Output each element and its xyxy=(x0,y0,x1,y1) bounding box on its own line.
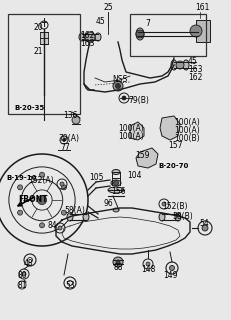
Text: 163: 163 xyxy=(188,66,203,75)
Circle shape xyxy=(61,210,66,215)
Text: 96: 96 xyxy=(103,199,113,209)
Text: 149: 149 xyxy=(163,270,177,279)
Text: 100(A): 100(A) xyxy=(174,125,200,134)
Ellipse shape xyxy=(136,28,144,40)
Polygon shape xyxy=(160,116,180,140)
Text: 80: 80 xyxy=(17,271,27,281)
Circle shape xyxy=(60,182,64,186)
Circle shape xyxy=(18,185,23,190)
Text: 45: 45 xyxy=(95,18,105,27)
Circle shape xyxy=(113,257,123,267)
Circle shape xyxy=(136,30,144,38)
Ellipse shape xyxy=(111,180,121,186)
Polygon shape xyxy=(136,148,158,168)
Circle shape xyxy=(22,272,26,276)
Text: 25: 25 xyxy=(103,4,113,12)
Text: 152(B): 152(B) xyxy=(162,202,188,211)
Circle shape xyxy=(113,180,119,186)
Text: 21: 21 xyxy=(33,47,43,57)
Text: NSS: NSS xyxy=(112,76,127,84)
Text: 157: 157 xyxy=(168,141,182,150)
Text: 148: 148 xyxy=(141,266,155,275)
Text: 100(A): 100(A) xyxy=(118,124,144,132)
Text: 162: 162 xyxy=(80,31,94,41)
Text: 100(A): 100(A) xyxy=(174,117,200,126)
Text: 156: 156 xyxy=(111,188,125,196)
Text: 162: 162 xyxy=(188,74,202,83)
Text: 79(B): 79(B) xyxy=(128,95,149,105)
Circle shape xyxy=(176,61,184,69)
Text: 84: 84 xyxy=(47,221,57,230)
Ellipse shape xyxy=(113,208,119,212)
Ellipse shape xyxy=(79,33,85,41)
Circle shape xyxy=(61,185,66,190)
Text: 104: 104 xyxy=(127,172,141,180)
Circle shape xyxy=(85,32,95,42)
Bar xyxy=(196,20,210,42)
Text: 163: 163 xyxy=(80,39,94,49)
Ellipse shape xyxy=(95,33,101,41)
Ellipse shape xyxy=(175,213,181,221)
Text: 100(B): 100(B) xyxy=(174,133,200,142)
Circle shape xyxy=(162,202,166,206)
Text: B-20-70: B-20-70 xyxy=(158,163,188,169)
Text: 54: 54 xyxy=(199,220,209,228)
Text: 58(B): 58(B) xyxy=(172,212,193,220)
Circle shape xyxy=(170,266,174,270)
Circle shape xyxy=(190,25,202,37)
Circle shape xyxy=(113,81,123,91)
Text: 58(A): 58(A) xyxy=(64,205,85,214)
Circle shape xyxy=(168,132,172,136)
Text: 152(A): 152(A) xyxy=(28,175,54,185)
Text: 77: 77 xyxy=(60,143,70,153)
Ellipse shape xyxy=(112,170,120,174)
Text: 20: 20 xyxy=(33,23,43,33)
Circle shape xyxy=(122,96,126,100)
Circle shape xyxy=(58,226,62,230)
Circle shape xyxy=(116,260,120,264)
Circle shape xyxy=(116,84,121,89)
Ellipse shape xyxy=(83,213,89,221)
Text: B-20-35: B-20-35 xyxy=(14,105,44,111)
Circle shape xyxy=(168,126,172,130)
Text: 81: 81 xyxy=(17,282,27,291)
Ellipse shape xyxy=(108,187,124,193)
Text: 100(A): 100(A) xyxy=(118,132,144,140)
Text: 53: 53 xyxy=(65,282,75,291)
Bar xyxy=(130,14,206,56)
Circle shape xyxy=(63,139,66,141)
Ellipse shape xyxy=(183,60,189,70)
Text: 136: 136 xyxy=(63,111,77,121)
Ellipse shape xyxy=(67,213,73,221)
Circle shape xyxy=(40,223,45,228)
Text: B-19-10: B-19-10 xyxy=(6,175,36,181)
Circle shape xyxy=(168,120,172,124)
Circle shape xyxy=(72,116,80,124)
Text: 161: 161 xyxy=(195,4,209,12)
Text: FRONT: FRONT xyxy=(18,196,48,204)
Circle shape xyxy=(18,210,23,215)
Text: 159: 159 xyxy=(135,151,149,161)
Circle shape xyxy=(37,196,47,204)
Text: 45: 45 xyxy=(188,58,198,67)
Ellipse shape xyxy=(171,60,177,70)
Text: 79(A): 79(A) xyxy=(58,133,79,142)
Circle shape xyxy=(202,225,208,231)
Circle shape xyxy=(146,262,150,266)
Polygon shape xyxy=(130,122,144,140)
Circle shape xyxy=(40,172,45,177)
Bar xyxy=(40,32,48,44)
Ellipse shape xyxy=(159,213,165,221)
Text: 7: 7 xyxy=(146,20,150,28)
Text: 105: 105 xyxy=(89,173,103,182)
Bar xyxy=(8,14,80,114)
Text: 48: 48 xyxy=(23,260,33,268)
Text: 88: 88 xyxy=(113,263,123,273)
